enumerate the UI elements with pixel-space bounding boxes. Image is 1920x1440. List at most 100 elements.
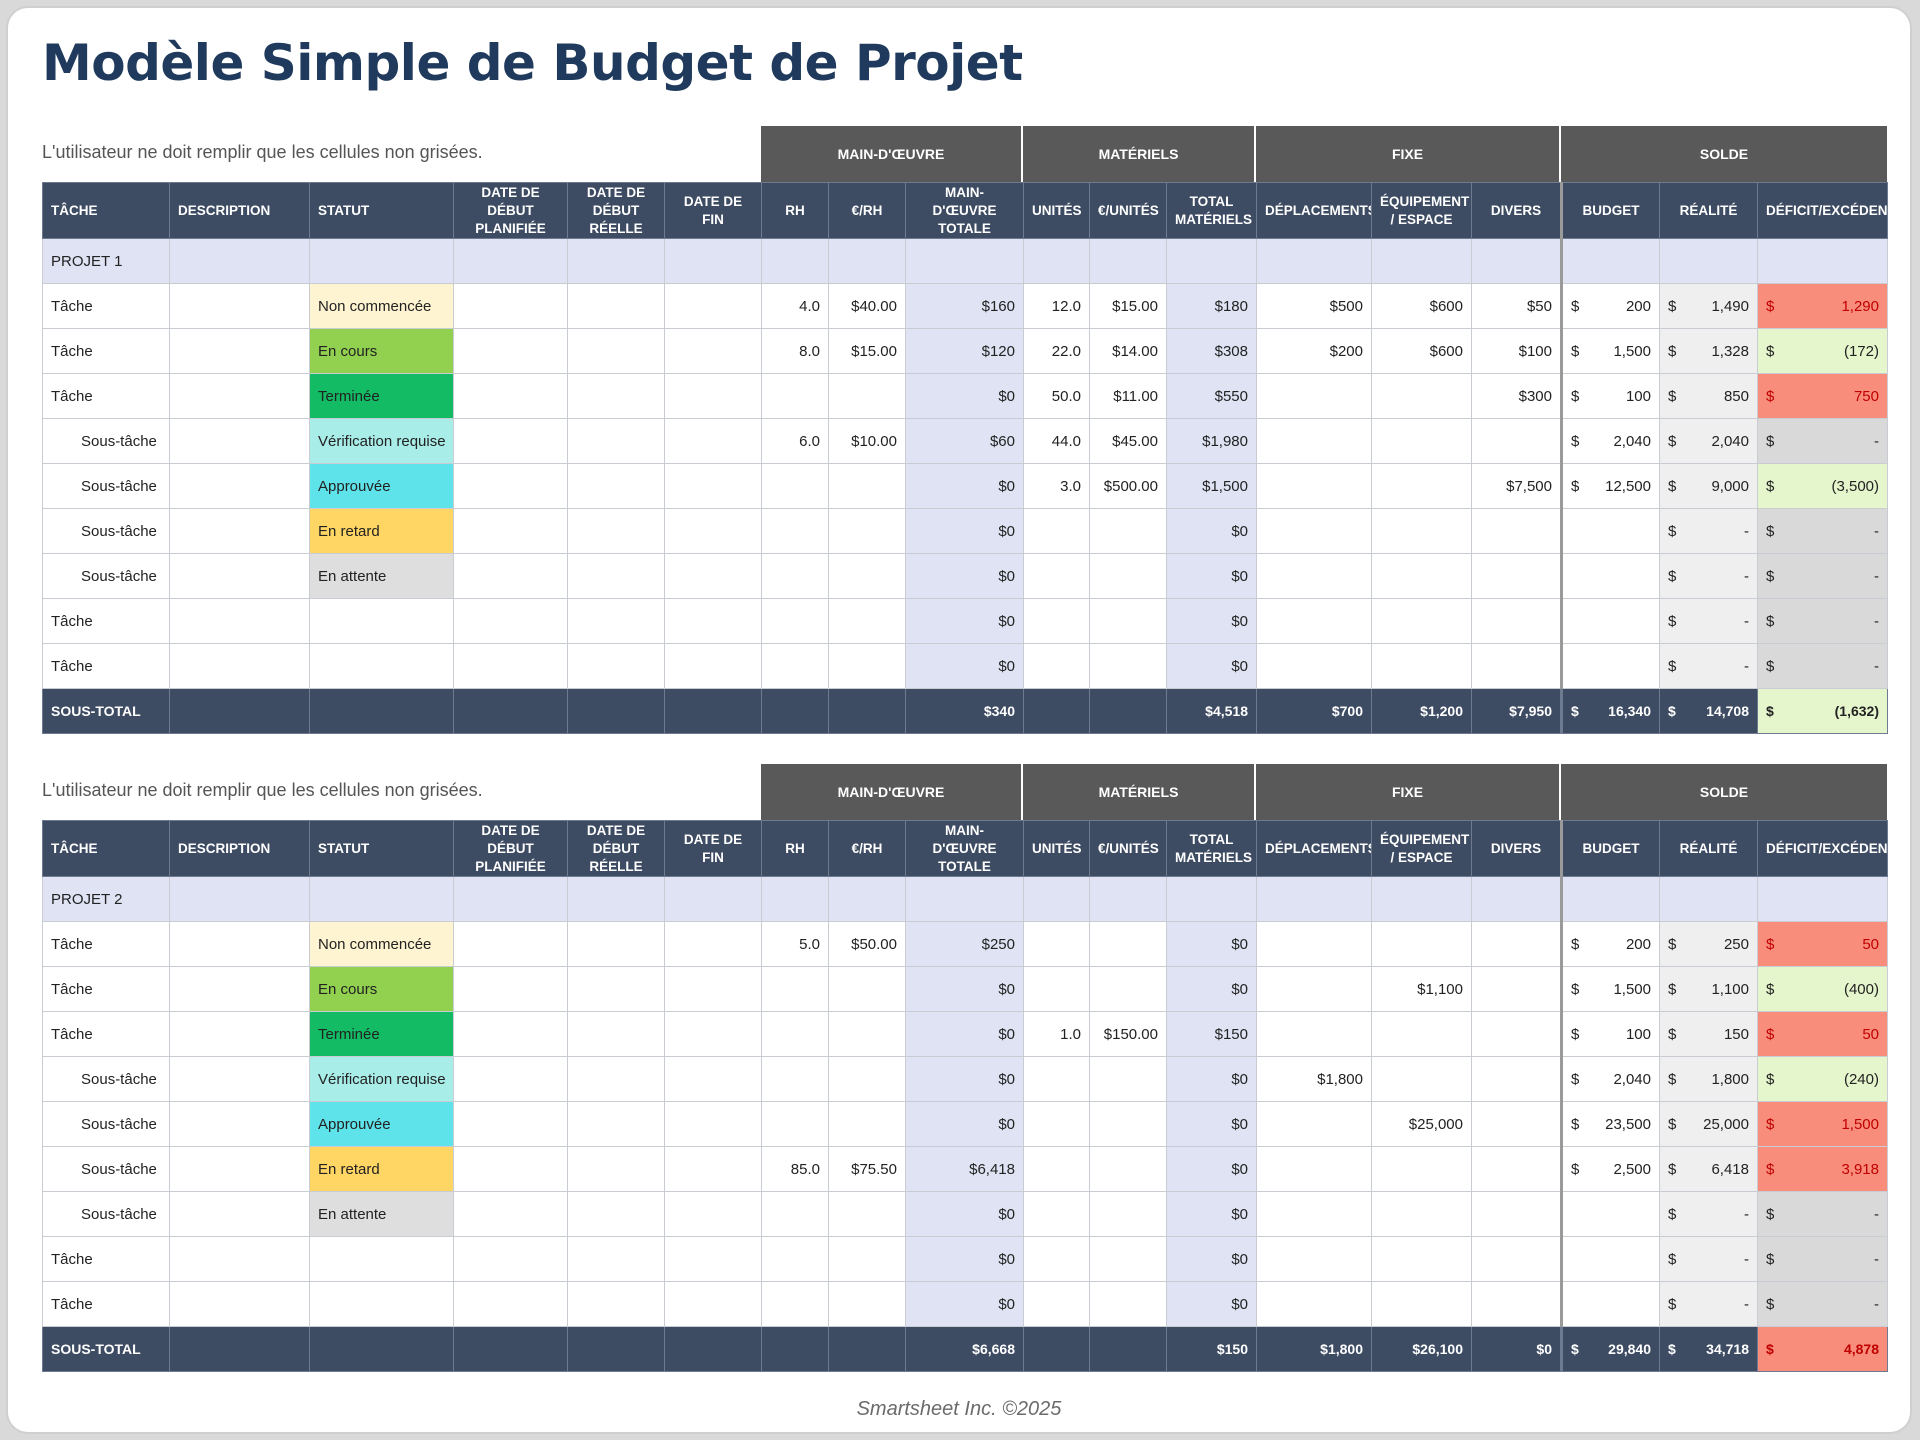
- equipment-cell[interactable]: [1371, 1146, 1472, 1192]
- units-cell[interactable]: [1023, 1056, 1090, 1102]
- status-cell[interactable]: En cours: [309, 966, 454, 1012]
- end-date-cell[interactable]: [664, 643, 762, 689]
- units-cell[interactable]: 22.0: [1023, 328, 1090, 374]
- hours-cell[interactable]: [761, 1011, 829, 1057]
- budget-cell[interactable]: [1560, 508, 1660, 554]
- task-name-cell[interactable]: Tâche: [42, 1236, 170, 1282]
- travel-cell[interactable]: [1256, 1011, 1372, 1057]
- unit-price-cell[interactable]: [1089, 598, 1167, 644]
- actual-start-cell[interactable]: [567, 373, 665, 419]
- status-cell[interactable]: Terminée: [309, 373, 454, 419]
- status-cell[interactable]: Approuvée: [309, 463, 454, 509]
- planned-start-cell[interactable]: [453, 508, 568, 554]
- actual-start-cell[interactable]: [567, 1146, 665, 1192]
- misc-cell[interactable]: [1471, 966, 1562, 1012]
- status-cell[interactable]: En retard: [309, 1146, 454, 1192]
- hours-cell[interactable]: 5.0: [761, 921, 829, 967]
- description-cell[interactable]: [169, 1101, 310, 1147]
- planned-start-cell[interactable]: [453, 1191, 568, 1237]
- actual-start-cell[interactable]: [567, 1101, 665, 1147]
- travel-cell[interactable]: $1,800: [1256, 1056, 1372, 1102]
- description-cell[interactable]: [169, 1281, 310, 1327]
- units-cell[interactable]: 12.0: [1023, 283, 1090, 329]
- travel-cell[interactable]: [1256, 1191, 1372, 1237]
- unit-price-cell[interactable]: $14.00: [1089, 328, 1167, 374]
- description-cell[interactable]: [169, 643, 310, 689]
- planned-start-cell[interactable]: [453, 373, 568, 419]
- actual-start-cell[interactable]: [567, 1236, 665, 1282]
- description-cell[interactable]: [169, 508, 310, 554]
- actual-start-cell[interactable]: [567, 508, 665, 554]
- unit-price-cell[interactable]: $150.00: [1089, 1011, 1167, 1057]
- status-cell[interactable]: En attente: [309, 1191, 454, 1237]
- actual-start-cell[interactable]: [567, 598, 665, 644]
- description-cell[interactable]: [169, 921, 310, 967]
- project-name-cell[interactable]: PROJET 1: [42, 238, 170, 284]
- description-cell[interactable]: [169, 373, 310, 419]
- rate-cell[interactable]: [828, 463, 906, 509]
- status-cell[interactable]: Non commencée: [309, 921, 454, 967]
- unit-price-cell[interactable]: [1089, 966, 1167, 1012]
- equipment-cell[interactable]: [1371, 418, 1472, 464]
- project-name-cell[interactable]: PROJET 2: [42, 876, 170, 922]
- end-date-cell[interactable]: [664, 463, 762, 509]
- equipment-cell[interactable]: [1371, 921, 1472, 967]
- status-cell[interactable]: Vérification requise: [309, 418, 454, 464]
- task-name-cell[interactable]: Tâche: [42, 598, 170, 644]
- travel-cell[interactable]: [1256, 418, 1372, 464]
- budget-cell[interactable]: $2,500: [1560, 1146, 1660, 1192]
- unit-price-cell[interactable]: [1089, 643, 1167, 689]
- travel-cell[interactable]: [1256, 1281, 1372, 1327]
- rate-cell[interactable]: $75.50: [828, 1146, 906, 1192]
- travel-cell[interactable]: [1256, 643, 1372, 689]
- unit-price-cell[interactable]: [1089, 553, 1167, 599]
- planned-start-cell[interactable]: [453, 643, 568, 689]
- budget-cell[interactable]: [1560, 598, 1660, 644]
- actual-start-cell[interactable]: [567, 553, 665, 599]
- equipment-cell[interactable]: $1,100: [1371, 966, 1472, 1012]
- description-cell[interactable]: [169, 328, 310, 374]
- end-date-cell[interactable]: [664, 373, 762, 419]
- hours-cell[interactable]: [761, 966, 829, 1012]
- misc-cell[interactable]: [1471, 1011, 1562, 1057]
- task-name-cell[interactable]: Sous-tâche: [42, 463, 170, 509]
- rate-cell[interactable]: [828, 1236, 906, 1282]
- description-cell[interactable]: [169, 283, 310, 329]
- end-date-cell[interactable]: [664, 508, 762, 554]
- units-cell[interactable]: [1023, 1281, 1090, 1327]
- rate-cell[interactable]: [828, 1011, 906, 1057]
- misc-cell[interactable]: [1471, 418, 1562, 464]
- misc-cell[interactable]: [1471, 643, 1562, 689]
- unit-price-cell[interactable]: $45.00: [1089, 418, 1167, 464]
- rate-cell[interactable]: [828, 598, 906, 644]
- description-cell[interactable]: [169, 598, 310, 644]
- planned-start-cell[interactable]: [453, 1146, 568, 1192]
- units-cell[interactable]: [1023, 1101, 1090, 1147]
- hours-cell[interactable]: [761, 508, 829, 554]
- planned-start-cell[interactable]: [453, 283, 568, 329]
- planned-start-cell[interactable]: [453, 418, 568, 464]
- end-date-cell[interactable]: [664, 1101, 762, 1147]
- misc-cell[interactable]: $100: [1471, 328, 1562, 374]
- hours-cell[interactable]: 8.0: [761, 328, 829, 374]
- unit-price-cell[interactable]: [1089, 1146, 1167, 1192]
- units-cell[interactable]: 50.0: [1023, 373, 1090, 419]
- unit-price-cell[interactable]: [1089, 1191, 1167, 1237]
- status-cell[interactable]: Vérification requise: [309, 1056, 454, 1102]
- travel-cell[interactable]: [1256, 373, 1372, 419]
- end-date-cell[interactable]: [664, 1236, 762, 1282]
- hours-cell[interactable]: [761, 1236, 829, 1282]
- unit-price-cell[interactable]: $11.00: [1089, 373, 1167, 419]
- units-cell[interactable]: [1023, 1236, 1090, 1282]
- travel-cell[interactable]: [1256, 598, 1372, 644]
- misc-cell[interactable]: [1471, 1191, 1562, 1237]
- end-date-cell[interactable]: [664, 921, 762, 967]
- actual-start-cell[interactable]: [567, 283, 665, 329]
- equipment-cell[interactable]: [1371, 373, 1472, 419]
- task-name-cell[interactable]: Tâche: [42, 966, 170, 1012]
- rate-cell[interactable]: [828, 1101, 906, 1147]
- misc-cell[interactable]: [1471, 508, 1562, 554]
- budget-cell[interactable]: $200: [1560, 921, 1660, 967]
- budget-cell[interactable]: $1,500: [1560, 966, 1660, 1012]
- hours-cell[interactable]: [761, 1281, 829, 1327]
